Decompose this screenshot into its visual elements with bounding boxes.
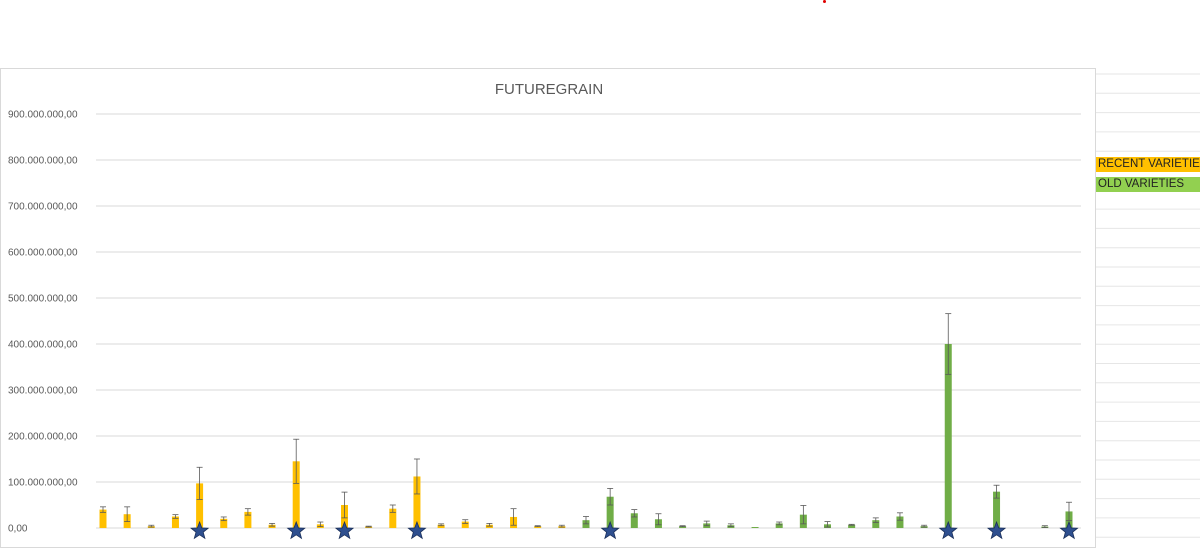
- error-bar: [365, 525, 372, 528]
- error-bar: [1066, 501, 1072, 522]
- bar-old-variety: [993, 491, 1001, 528]
- bar-recent-variety: [437, 524, 445, 528]
- y-tick-label: 900.000.000,00: [8, 110, 78, 121]
- error-bar: [921, 524, 928, 528]
- y-tick-label: 700.000.000,00: [8, 202, 78, 213]
- bar-old-variety: [751, 527, 759, 528]
- error-bar: [317, 521, 324, 528]
- error-bar: [510, 508, 517, 526]
- chart-title: FUTUREGRAIN: [495, 81, 603, 98]
- error-bar: [100, 506, 106, 513]
- error-bar: [244, 508, 251, 516]
- error-bar: [534, 525, 541, 528]
- error-bar: [655, 513, 662, 526]
- error-bar: [848, 523, 855, 526]
- cell-marker: [823, 0, 826, 3]
- error-bar: [293, 438, 300, 484]
- bar-old-variety: [872, 520, 880, 528]
- star-icon: [286, 520, 306, 540]
- error-bar: [413, 458, 420, 495]
- error-bar: [800, 505, 807, 525]
- bar-chart: FUTUREGRAIN 0,00 100.000.000,00 200.000.00…: [8, 81, 1081, 540]
- error-bar: [583, 516, 589, 525]
- y-tick-label: 400.000.000,00: [8, 340, 78, 351]
- bar-recent-variety: [171, 516, 179, 528]
- error-bar: [462, 519, 469, 524]
- bar-recent-variety: [413, 476, 421, 528]
- y-tick-label: 0,00: [8, 524, 28, 535]
- star-icon: [1059, 520, 1079, 540]
- error-bar: [148, 524, 155, 528]
- star-icon: [334, 520, 355, 540]
- bar-old-variety: [896, 516, 904, 528]
- error-bar: [269, 522, 276, 527]
- y-tick-label: 500.000.000,00: [8, 294, 78, 305]
- y-tick-label: 600.000.000,00: [8, 248, 78, 259]
- bar-recent-variety: [461, 521, 469, 528]
- bar-old-variety: [848, 524, 856, 528]
- bar-recent-variety: [534, 526, 542, 528]
- y-tick-label: 300.000.000,00: [8, 386, 78, 397]
- y-tick-label: 800.000.000,00: [8, 156, 78, 167]
- bar-recent-variety: [292, 461, 300, 528]
- error-bar: [438, 523, 445, 527]
- error-bar: [558, 524, 565, 528]
- y-tick-label: 200.000.000,00: [8, 432, 78, 443]
- bar-recent-variety: [99, 509, 107, 528]
- error-bar: [945, 313, 952, 375]
- error-bar: [389, 504, 396, 513]
- error-bar: [727, 523, 734, 528]
- bar-recent-variety: [196, 483, 204, 528]
- y-tick-label: 100.000.000,00: [8, 478, 78, 489]
- error-bar: [1041, 525, 1048, 528]
- error-bar: [341, 491, 348, 519]
- star-icon: [986, 520, 1007, 540]
- error-bar: [220, 516, 227, 522]
- star-icon: [600, 520, 620, 540]
- error-bar: [993, 484, 1000, 499]
- error-bar: [679, 525, 686, 528]
- legend-old-varieties: OLD VARIETIES: [1096, 177, 1200, 192]
- legend-recent-varieties: RECENT VARIETIES: [1096, 157, 1200, 172]
- bar-old-variety: [944, 344, 952, 528]
- error-bar: [196, 466, 203, 500]
- bar-recent-variety: [244, 511, 252, 528]
- bar-old-variety: [630, 513, 638, 528]
- star-icon: [407, 520, 427, 540]
- error-bar: [872, 517, 879, 523]
- error-bar: [631, 509, 638, 518]
- error-bar: [776, 521, 783, 526]
- bar-old-variety: [775, 523, 783, 528]
- error-bar: [896, 512, 903, 521]
- error-bar: [703, 520, 710, 527]
- chart-area[interactable]: FUTUREGRAIN 0,00 100.000.000,00 200.000.00…: [0, 68, 1096, 548]
- error-bar: [124, 506, 131, 522]
- star-icon: [938, 520, 958, 540]
- star-icon: [189, 520, 210, 540]
- bar-recent-variety: [220, 518, 228, 528]
- error-bar: [172, 514, 179, 519]
- error-bar: [607, 488, 614, 506]
- bar-recent-variety: [389, 508, 397, 528]
- error-bar: [486, 522, 493, 527]
- error-bar: [824, 521, 831, 528]
- bar-old-variety: [679, 526, 687, 528]
- bar-old-variety: [606, 496, 614, 528]
